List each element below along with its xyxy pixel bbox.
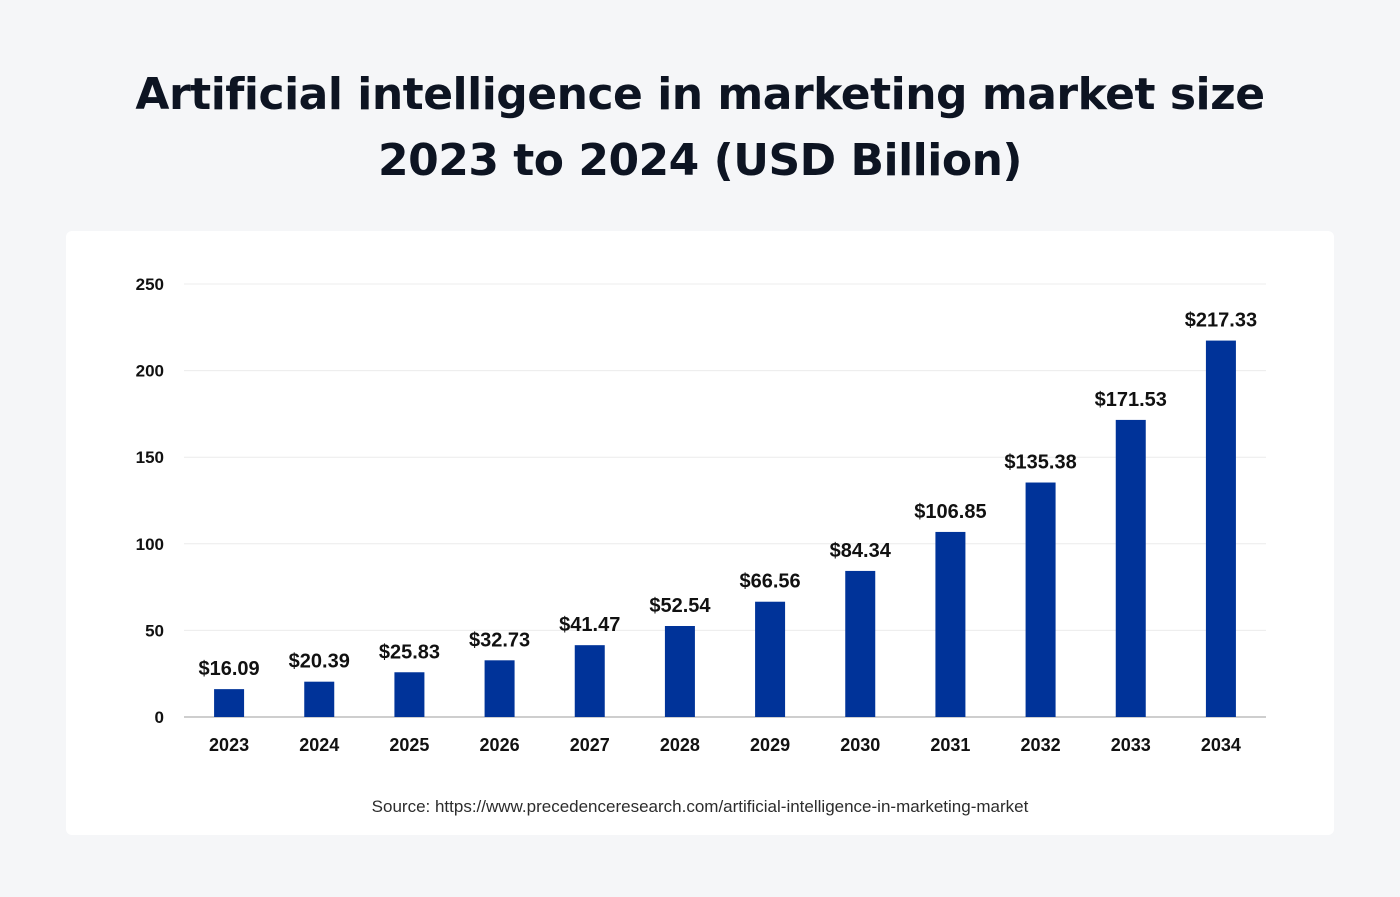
bar bbox=[664, 626, 695, 717]
chart-title-line-1: Artificial intelligence in marketing mar… bbox=[135, 69, 1265, 120]
bar bbox=[1025, 482, 1056, 717]
x-tick-label: 2025 bbox=[389, 735, 429, 755]
bar bbox=[304, 681, 335, 717]
x-tick-label: 2024 bbox=[299, 735, 339, 755]
bar bbox=[755, 601, 786, 717]
y-tick-label: 0 bbox=[155, 708, 164, 727]
x-tick-label: 2032 bbox=[1021, 735, 1061, 755]
x-tick-label: 2023 bbox=[209, 735, 249, 755]
x-tick-label: 2027 bbox=[570, 735, 610, 755]
bar bbox=[394, 672, 425, 717]
y-tick-label: 50 bbox=[145, 621, 164, 640]
chart-title: Artificial intelligence in marketing mar… bbox=[0, 62, 1400, 194]
x-tick-label: 2033 bbox=[1111, 735, 1151, 755]
x-tick-label: 2029 bbox=[750, 735, 790, 755]
data-label: $32.73 bbox=[469, 629, 530, 651]
bar bbox=[1115, 419, 1146, 717]
x-tick-label: 2031 bbox=[930, 735, 970, 755]
data-label: $171.53 bbox=[1095, 389, 1167, 411]
data-label: $52.54 bbox=[649, 595, 711, 617]
y-tick-label: 150 bbox=[136, 448, 164, 467]
x-tick-label: 2026 bbox=[480, 735, 520, 755]
bar-chart: 0 50 100 150 200 250 $16.09 2023 $20.39 2024 $25.8… bbox=[136, 275, 1266, 755]
bar bbox=[845, 570, 876, 717]
bar bbox=[484, 660, 515, 717]
chart-title-line-2: 2023 to 2024 (USD Billion) bbox=[377, 135, 1023, 186]
data-label: $20.39 bbox=[289, 651, 350, 673]
x-tick-label: 2028 bbox=[660, 735, 700, 755]
y-tick-label: 250 bbox=[136, 275, 164, 294]
data-label: $41.47 bbox=[559, 614, 620, 636]
chart-card: 0 50 100 150 200 250 $16.09 2023 $20.39 2024 $25.8… bbox=[66, 231, 1334, 835]
y-tick-label: 200 bbox=[136, 362, 164, 381]
data-label: $135.38 bbox=[1004, 452, 1076, 474]
x-tick-label: 2034 bbox=[1201, 735, 1241, 755]
source-note: Source: https://www.precedenceresearch.c… bbox=[371, 797, 1029, 816]
x-tick-label: 2030 bbox=[840, 735, 880, 755]
bar bbox=[1205, 340, 1236, 717]
data-label: $217.33 bbox=[1185, 310, 1257, 332]
bar bbox=[214, 689, 245, 717]
y-tick-label: 100 bbox=[136, 535, 164, 554]
data-label: $16.09 bbox=[198, 658, 259, 680]
data-label: $25.83 bbox=[379, 641, 440, 663]
data-label: $106.85 bbox=[914, 501, 986, 523]
data-label: $66.56 bbox=[739, 571, 800, 593]
bar bbox=[935, 531, 966, 717]
bar bbox=[574, 645, 605, 717]
data-label: $84.34 bbox=[830, 540, 892, 562]
